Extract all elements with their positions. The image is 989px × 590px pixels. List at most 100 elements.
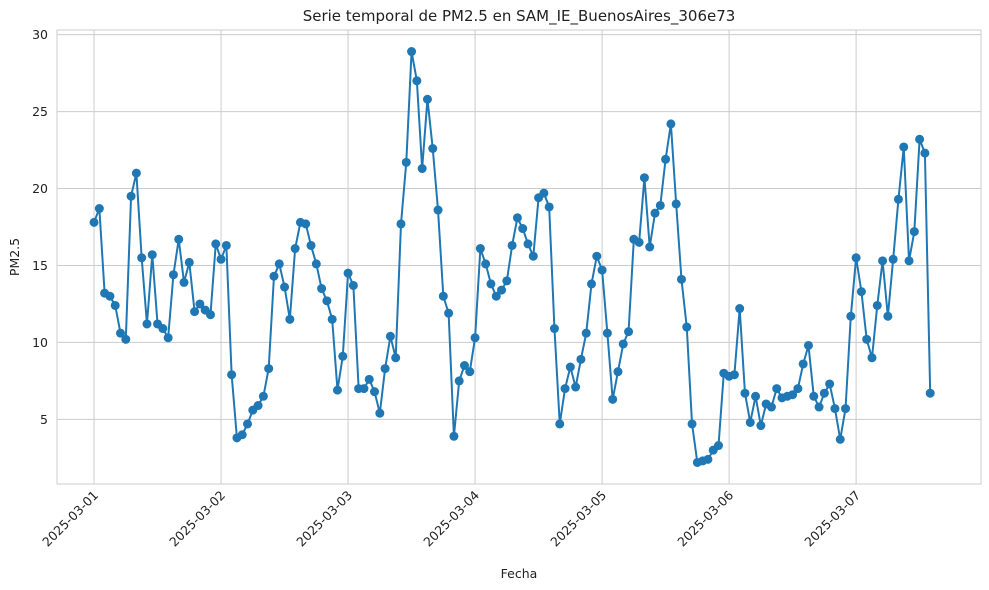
data-point bbox=[126, 191, 136, 201]
data-point bbox=[507, 240, 517, 250]
data-point bbox=[925, 388, 935, 398]
data-point bbox=[565, 362, 575, 372]
data-point bbox=[671, 199, 681, 209]
data-point bbox=[459, 361, 469, 370]
data-point bbox=[512, 213, 522, 223]
data-point bbox=[348, 280, 358, 290]
data-point bbox=[756, 421, 766, 431]
x-tick-label: 2025-03-02 bbox=[166, 488, 228, 550]
data-point bbox=[290, 244, 300, 254]
data-point bbox=[809, 391, 819, 401]
data-point bbox=[661, 154, 671, 164]
y-tick-label: 25 bbox=[32, 104, 48, 119]
data-point bbox=[703, 454, 713, 464]
y-tick-label: 5 bbox=[40, 412, 48, 427]
data-point bbox=[893, 194, 903, 204]
data-point bbox=[729, 370, 739, 380]
data-point bbox=[835, 434, 845, 444]
data-point bbox=[205, 310, 215, 320]
data-point bbox=[396, 219, 406, 229]
data-point bbox=[428, 144, 438, 153]
data-point bbox=[158, 324, 168, 334]
data-point bbox=[253, 401, 263, 411]
data-point bbox=[364, 374, 374, 384]
data-point bbox=[751, 391, 761, 401]
data-point bbox=[407, 47, 417, 57]
data-point bbox=[370, 387, 380, 397]
data-point bbox=[497, 285, 507, 295]
data-point bbox=[116, 328, 126, 338]
y-axis-label: PM2.5 bbox=[7, 238, 22, 276]
data-point bbox=[465, 367, 475, 377]
y-tick-label: 15 bbox=[32, 258, 48, 273]
data-point bbox=[634, 237, 644, 247]
data-point bbox=[666, 119, 676, 129]
data-markers bbox=[89, 47, 935, 467]
data-point bbox=[131, 168, 141, 178]
data-point bbox=[221, 240, 231, 250]
data-point bbox=[899, 142, 909, 152]
data-point bbox=[94, 204, 104, 214]
data-point bbox=[391, 353, 401, 363]
data-point bbox=[819, 388, 829, 398]
data-point bbox=[841, 404, 851, 414]
data-point bbox=[624, 327, 634, 337]
data-point bbox=[878, 256, 888, 266]
data-point bbox=[491, 291, 501, 301]
data-point bbox=[555, 419, 565, 429]
y-tick-labels: 5 10 15 20 25 30 bbox=[32, 27, 48, 427]
data-point bbox=[412, 76, 422, 86]
x-tick-labels: 2025-03-01 2025-03-02 2025-03-03 2025-03-04… bbox=[39, 487, 863, 549]
data-point bbox=[523, 239, 533, 249]
data-point bbox=[311, 259, 321, 269]
data-point bbox=[740, 388, 750, 398]
data-point bbox=[401, 157, 411, 167]
data-point bbox=[915, 134, 925, 144]
data-point bbox=[327, 314, 337, 324]
data-point bbox=[645, 242, 655, 252]
data-point bbox=[581, 328, 591, 338]
data-point bbox=[301, 219, 311, 229]
y-tick-label: 10 bbox=[32, 335, 48, 350]
data-point bbox=[385, 331, 395, 341]
data-point bbox=[380, 364, 390, 374]
data-point bbox=[417, 164, 427, 174]
data-point bbox=[121, 334, 131, 344]
chart-title: Serie temporal de PM2.5 en SAM_IE_Buenos… bbox=[303, 7, 736, 26]
data-point bbox=[475, 244, 485, 254]
data-point bbox=[147, 250, 157, 260]
data-point bbox=[105, 291, 115, 301]
data-point bbox=[539, 188, 549, 198]
data-point bbox=[528, 251, 538, 261]
data-point bbox=[613, 367, 623, 377]
y-tick-label: 20 bbox=[32, 181, 48, 196]
data-point bbox=[608, 394, 618, 404]
data-point bbox=[618, 339, 628, 349]
data-point bbox=[544, 202, 554, 212]
data-point bbox=[788, 390, 798, 400]
data-point bbox=[846, 311, 856, 321]
data-point bbox=[216, 254, 226, 264]
x-axis-label: Fecha bbox=[501, 566, 538, 581]
plot-frame bbox=[56, 29, 982, 485]
data-point bbox=[332, 385, 342, 395]
data-point bbox=[433, 205, 443, 215]
data-point bbox=[856, 287, 866, 297]
data-point bbox=[862, 334, 872, 344]
data-point bbox=[179, 277, 189, 287]
data-point bbox=[909, 227, 919, 237]
data-point bbox=[851, 253, 861, 263]
data-point bbox=[714, 441, 724, 451]
data-point bbox=[803, 340, 813, 350]
data-point bbox=[502, 276, 512, 286]
data-point bbox=[174, 234, 184, 244]
x-tick-label: 2025-03-05 bbox=[547, 488, 609, 550]
data-point bbox=[264, 364, 274, 374]
data-point bbox=[237, 430, 247, 440]
data-point bbox=[592, 251, 602, 261]
data-point bbox=[793, 384, 803, 394]
data-point bbox=[571, 382, 581, 392]
data-point bbox=[184, 257, 194, 267]
data-point bbox=[89, 217, 99, 227]
data-point bbox=[375, 408, 385, 418]
